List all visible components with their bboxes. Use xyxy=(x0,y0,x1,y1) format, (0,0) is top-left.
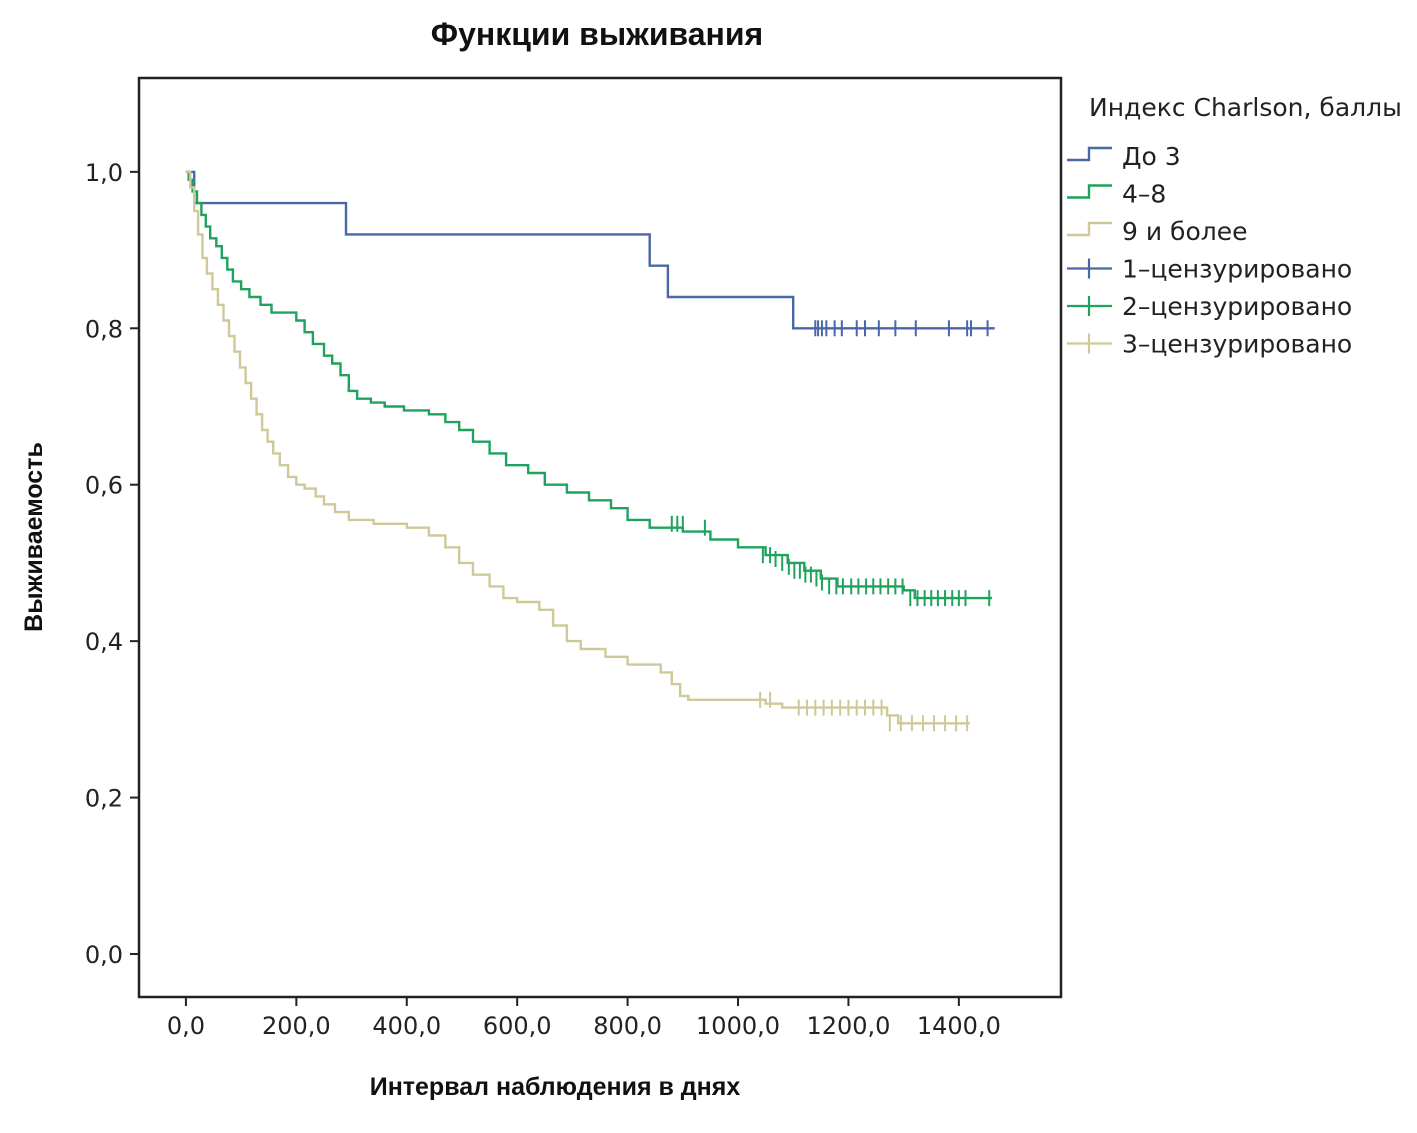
legend-item: До 3 xyxy=(1067,142,1181,171)
legend-item: 3–цензурировано xyxy=(1067,330,1352,359)
x-tick-label: 200,0 xyxy=(262,1012,331,1040)
plot-area-frame xyxy=(137,76,1063,999)
x-tick-label: 400,0 xyxy=(372,1012,441,1040)
legend-item: 9 и более xyxy=(1067,217,1248,246)
x-tick-label: 800,0 xyxy=(593,1012,662,1040)
y-tick-label: 0,2 xyxy=(85,785,123,813)
chart-title: Функции выживания xyxy=(431,16,763,52)
legend-item: 4–8 xyxy=(1067,180,1166,209)
legend-label: 9 и более xyxy=(1122,217,1248,246)
legend-line-swatch xyxy=(1067,146,1112,162)
x-axis: 0,0 200,0 400,0 600,0 800,0 1000,0 1200,0 1400,… xyxy=(167,997,1001,1040)
legend-line-swatch xyxy=(1067,221,1112,237)
legend-label: 3–цензурировано xyxy=(1122,330,1352,359)
series-layer xyxy=(185,170,995,732)
y-tick-label: 0,6 xyxy=(85,472,123,500)
legend-item: 1–цензурировано xyxy=(1067,255,1352,284)
x-tick-label: 1400,0 xyxy=(917,1012,1001,1040)
legend-item: 2–цензурировано xyxy=(1067,292,1352,321)
legend-label: 4–8 xyxy=(1122,180,1166,209)
series-line-3 xyxy=(185,170,970,725)
y-tick-label: 0,4 xyxy=(85,628,123,656)
y-axis: 0,0 0,2 0,4 0,6 0,8 1,0 xyxy=(85,159,139,969)
x-tick-label: 600,0 xyxy=(483,1012,552,1040)
y-tick-label: 0,0 xyxy=(85,941,123,969)
legend-label: До 3 xyxy=(1122,142,1181,171)
x-tick-label: 1200,0 xyxy=(806,1012,890,1040)
legend-title: Индекс Charlson, баллы xyxy=(1089,93,1402,122)
x-axis-title: Интервал наблюдения в днях xyxy=(370,1073,741,1101)
series-line-2 xyxy=(185,170,992,600)
y-tick-label: 1,0 xyxy=(85,159,123,187)
x-tick-label: 0,0 xyxy=(167,1012,205,1040)
x-tick-label: 1000,0 xyxy=(696,1012,780,1040)
y-tick-label: 0,8 xyxy=(85,315,123,343)
legend-line-swatch xyxy=(1067,184,1112,199)
y-axis-title: Выживаемость xyxy=(20,442,48,632)
legend-label: 1–цензурировано xyxy=(1122,255,1352,284)
legend-label: 2–цензурировано xyxy=(1122,292,1352,321)
legend: Индекс Charlson, баллы До 3 4–8 9 и более 1… xyxy=(1067,93,1402,359)
